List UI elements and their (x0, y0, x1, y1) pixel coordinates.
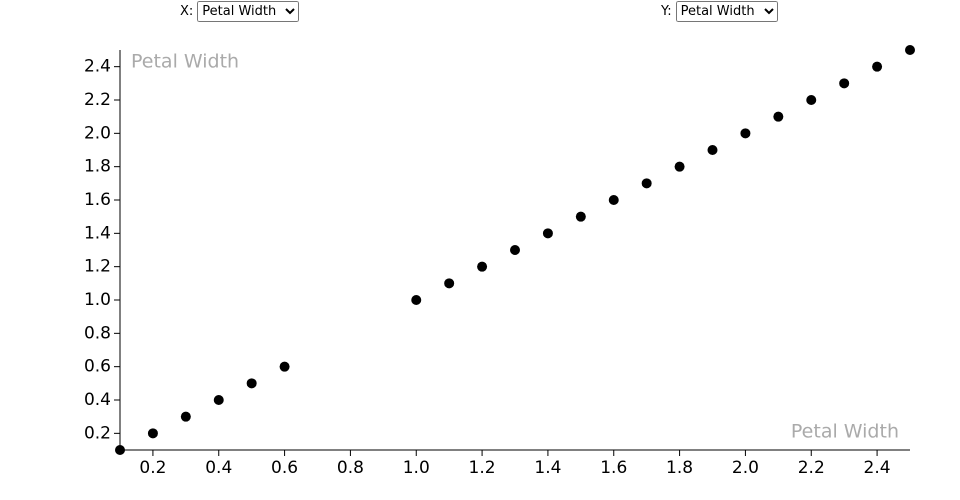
x-control-label: X: (180, 4, 194, 19)
point (806, 95, 817, 105)
y-control: Y: Petal Width (661, 1, 778, 22)
point (608, 195, 619, 205)
point (246, 378, 257, 389)
x-tick-label: 0.6 (271, 458, 298, 478)
point (773, 111, 784, 122)
point (444, 278, 455, 289)
y-tick-label: 0.4 (84, 390, 111, 410)
y-select[interactable]: Petal Width (675, 1, 778, 22)
point (147, 428, 158, 439)
y-tick-label: 0.6 (84, 357, 111, 377)
y-axis-label: Petal Width (131, 51, 239, 73)
point (510, 245, 520, 255)
y-tick-label: 1.0 (84, 290, 111, 310)
x-tick-label: 0.2 (139, 458, 166, 478)
x-tick-label: 0.8 (337, 458, 364, 478)
point (839, 78, 850, 89)
y-tick-label: 2.4 (84, 57, 111, 77)
point (872, 61, 883, 72)
point (477, 261, 488, 272)
point (575, 211, 586, 222)
point (674, 161, 685, 172)
y-tick-label: 2.2 (84, 90, 111, 110)
y-control-label: Y: (661, 4, 672, 19)
y-tick-label: 0.8 (84, 323, 111, 343)
x-select[interactable]: Petal Width (197, 1, 300, 22)
point (115, 445, 125, 455)
point (542, 228, 553, 239)
y-tick-label: 1.6 (84, 190, 111, 210)
x-tick-label: 2.4 (864, 458, 891, 478)
x-tick-label: 2.0 (732, 458, 759, 478)
x-tick-label: 1.4 (534, 458, 561, 478)
x-control: X: Petal Width (180, 1, 300, 22)
point (641, 178, 652, 189)
point (905, 45, 915, 55)
x-tick-label: 0.4 (205, 458, 232, 478)
y-tick-label: 2.0 (84, 123, 111, 143)
point (279, 361, 290, 372)
y-tick-label: 1.8 (84, 157, 111, 177)
x-tick-label: 1.0 (403, 458, 430, 478)
y-tick-label: 0.2 (84, 423, 111, 443)
point (213, 395, 224, 405)
point (411, 295, 422, 305)
x-tick-label: 1.2 (469, 458, 496, 478)
point (180, 411, 191, 422)
point (707, 145, 718, 155)
y-tick-label: 1.4 (84, 223, 111, 243)
x-tick-label: 1.6 (600, 458, 627, 478)
x-axis-label: Petal Width (791, 421, 899, 443)
x-tick-label: 1.8 (666, 458, 693, 478)
y-tick-label: 1.2 (84, 257, 111, 277)
point (740, 128, 751, 139)
x-tick-label: 2.2 (798, 458, 825, 478)
